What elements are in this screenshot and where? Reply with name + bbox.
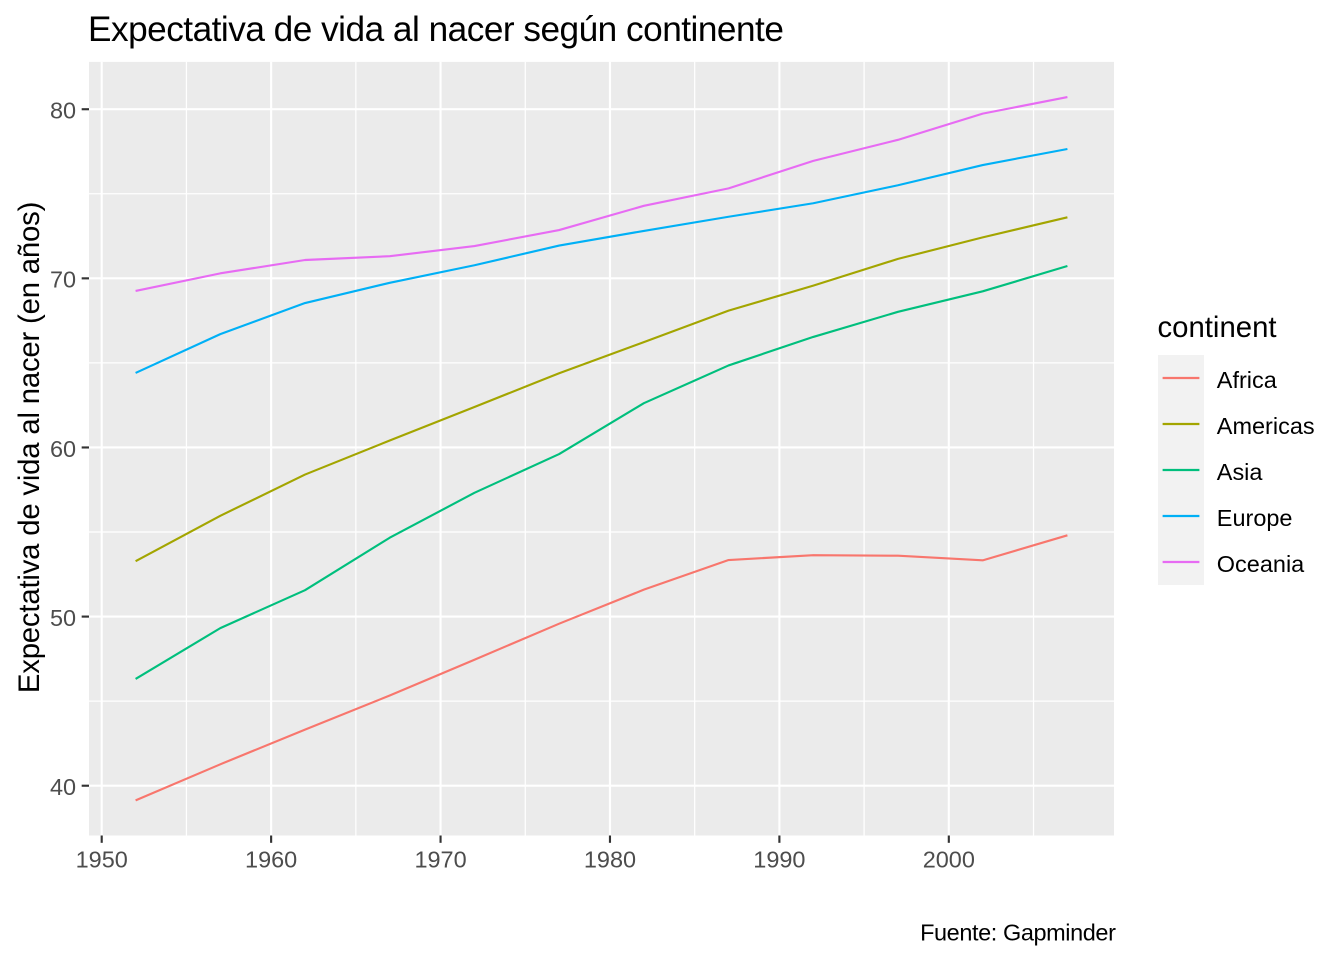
svg-text:Americas: Americas: [1217, 413, 1315, 439]
svg-text:1980: 1980: [584, 847, 636, 873]
svg-text:70: 70: [50, 267, 76, 293]
svg-text:Europe: Europe: [1217, 505, 1293, 531]
svg-text:1950: 1950: [76, 847, 128, 873]
svg-text:1960: 1960: [245, 847, 297, 873]
svg-text:Asia: Asia: [1217, 459, 1264, 485]
svg-text:1990: 1990: [753, 847, 805, 873]
svg-text:Africa: Africa: [1217, 367, 1278, 393]
svg-text:Expectativa de vida al nacer s: Expectativa de vida al nacer según conti…: [88, 10, 783, 49]
svg-text:60: 60: [50, 436, 76, 462]
svg-text:continent: continent: [1158, 311, 1277, 344]
svg-text:1970: 1970: [414, 847, 466, 873]
svg-text:2000: 2000: [923, 847, 975, 873]
svg-text:Fuente: Gapminder: Fuente: Gapminder: [920, 919, 1116, 945]
svg-text:50: 50: [50, 605, 76, 631]
svg-text:80: 80: [50, 98, 76, 124]
svg-text:Expectativa de vida al nacer (: Expectativa de vida al nacer (en años): [13, 202, 46, 693]
svg-text:40: 40: [50, 774, 76, 800]
svg-text:Oceania: Oceania: [1217, 551, 1305, 577]
